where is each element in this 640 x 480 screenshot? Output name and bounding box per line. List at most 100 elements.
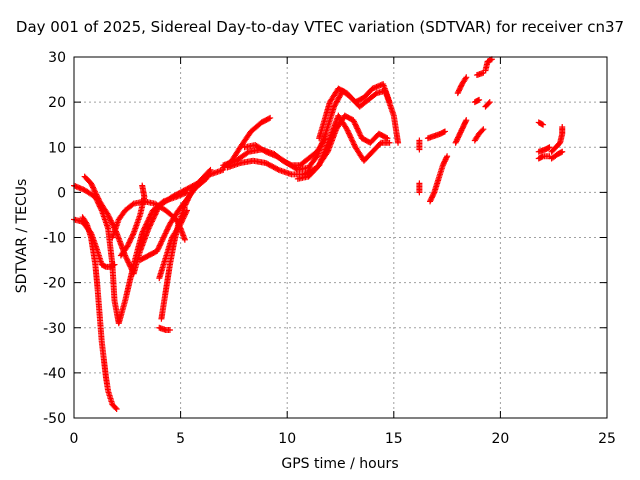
chart-title: Day 001 of 2025, Sidereal Day-to-day VTE… [15, 18, 625, 36]
data-point [349, 138, 356, 145]
data-point [265, 115, 272, 122]
data-point [355, 128, 362, 135]
data-point [180, 214, 187, 221]
data-point [350, 117, 357, 124]
data-point [82, 219, 89, 226]
data-point [112, 404, 119, 411]
data-point [349, 137, 356, 144]
y-tick-label: 30 [48, 50, 66, 66]
data-point [111, 261, 118, 268]
data-point [348, 135, 355, 142]
data-point [345, 130, 352, 137]
data-point [164, 226, 171, 233]
data-point [352, 122, 359, 129]
data-point [106, 214, 113, 221]
data-point [357, 132, 364, 139]
data-point [444, 153, 451, 160]
data-point [109, 221, 116, 228]
data-point [91, 187, 98, 194]
data-point [347, 133, 354, 140]
data-point [156, 242, 163, 249]
data-point [182, 201, 189, 208]
data-point [351, 119, 358, 126]
data-point [88, 181, 95, 188]
data-point [107, 217, 114, 224]
data-point [347, 134, 354, 141]
data-point [122, 253, 129, 260]
data-point [124, 243, 131, 250]
data-point [109, 220, 116, 227]
data-point [159, 237, 166, 244]
data-point [92, 190, 99, 197]
data-point [179, 216, 186, 223]
data-point [93, 192, 100, 199]
data-point [158, 238, 165, 245]
x-tick-label: 15 [385, 431, 403, 447]
y-tick-label: 10 [48, 140, 66, 156]
data-point [124, 242, 131, 249]
grid-lines [74, 57, 607, 418]
data-point [485, 100, 492, 107]
data-point [90, 184, 97, 191]
data-point [128, 234, 135, 241]
data-point [559, 148, 566, 155]
data-point [180, 215, 187, 222]
data-point [160, 234, 167, 241]
data-point [126, 262, 133, 269]
y-tick-label: 0 [57, 185, 66, 201]
tick-labels: 0 5 10 15 20 25 30 20 10 0 -10 -20 -30 -40 -50 [43, 50, 616, 447]
data-point [162, 230, 169, 237]
data-point [108, 218, 115, 225]
data-point [183, 198, 190, 205]
data-point [559, 123, 566, 130]
data-point [183, 207, 190, 214]
data-point [354, 125, 361, 132]
data-point [161, 233, 168, 240]
data-point [479, 127, 486, 134]
data-point [155, 245, 162, 252]
y-axis-label: SDTVAR / TECUs [14, 178, 30, 294]
data-point [350, 140, 357, 147]
data-point [384, 135, 391, 142]
data-point [486, 99, 493, 106]
data-point [383, 134, 390, 141]
data-point [105, 213, 112, 220]
data-point [181, 202, 188, 209]
data-point [206, 167, 213, 174]
data-point [163, 227, 170, 234]
data-point [157, 239, 164, 246]
data-point [130, 231, 137, 238]
data-point [183, 208, 190, 215]
x-tick-label: 0 [70, 431, 79, 447]
data-point [139, 182, 146, 189]
data-point [154, 246, 161, 253]
data-point [159, 235, 166, 242]
data-point [91, 188, 98, 195]
data-point [345, 128, 352, 135]
data-point [125, 240, 132, 247]
data-point [128, 235, 135, 242]
data-point [185, 195, 192, 202]
data-point [90, 185, 97, 192]
data-point [463, 117, 470, 124]
data-point [125, 259, 132, 266]
axis-ticks [73, 56, 608, 419]
data-point [177, 220, 184, 227]
data-point [540, 121, 547, 128]
data-point [181, 212, 188, 219]
data-point [94, 194, 101, 201]
data-point [95, 195, 102, 202]
y-tick-label: -40 [43, 366, 66, 382]
data-point [430, 190, 437, 197]
data-point [127, 263, 134, 270]
data-point [441, 128, 448, 135]
data-point [166, 327, 173, 334]
data-point [124, 256, 131, 263]
data-point [344, 127, 351, 134]
data-point [267, 114, 274, 121]
x-tick-label: 5 [176, 431, 185, 447]
data-point [443, 154, 450, 161]
x-axis-label: GPS time / hours [281, 456, 399, 472]
data-point [395, 139, 402, 146]
